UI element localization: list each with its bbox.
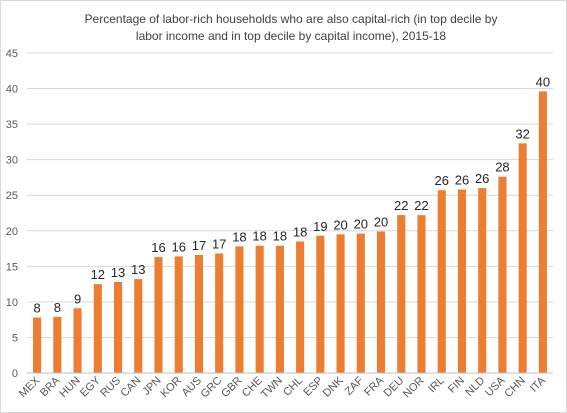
bar-gbr (235, 246, 244, 373)
data-label-egy: 12 (91, 267, 105, 282)
x-tick-label-deu: DEU (381, 375, 406, 400)
bar-jpn (154, 257, 163, 373)
data-label-kor: 16 (171, 239, 185, 254)
x-tick-label-rus: RUS (98, 375, 123, 400)
y-tick-label: 0 (12, 368, 18, 380)
y-tick-label: 10 (6, 297, 18, 309)
x-tick-label-hun: HUN (57, 375, 82, 400)
bar-fin (457, 189, 467, 373)
bar-zaf (356, 233, 365, 373)
data-label-dnk: 20 (333, 217, 347, 232)
data-label-deu: 22 (394, 198, 408, 213)
data-label-usa: 28 (495, 160, 509, 175)
data-label-esp: 19 (313, 219, 327, 234)
data-label-zaf: 20 (354, 217, 368, 232)
y-tick-label: 30 (6, 155, 18, 167)
bar-nor (417, 215, 426, 373)
bar-fra (376, 231, 386, 373)
y-tick-label: 20 (6, 226, 18, 238)
y-tick-label: 5 (12, 332, 18, 344)
data-label-hun: 9 (74, 291, 81, 306)
x-tick-label-nld: NLD (463, 375, 487, 399)
x-tick-label-irl: IRL (426, 375, 447, 396)
bar-rus (113, 281, 123, 373)
bars (33, 91, 547, 374)
bar-usa (498, 176, 507, 373)
bar-twn (275, 245, 284, 373)
data-label-rus: 13 (111, 265, 125, 280)
data-label-aus: 17 (192, 238, 206, 253)
data-label-fin: 26 (455, 173, 469, 188)
x-tick-label-fra: FRA (362, 374, 387, 399)
bar-esp (316, 235, 325, 373)
data-label-nor: 22 (414, 198, 428, 213)
data-label-twn: 18 (273, 229, 287, 244)
y-tick-label: 45 (6, 48, 18, 60)
y-tick-label: 25 (6, 190, 18, 202)
x-tick-label-zaf: ZAF (343, 374, 366, 397)
x-tick-label-nor: NOR (401, 375, 427, 401)
data-label-nld: 26 (475, 171, 489, 186)
y-tick-label: 35 (6, 119, 18, 131)
x-tick-label-gbr: GBR (219, 375, 244, 400)
x-tick-label-kor: KOR (159, 375, 184, 400)
x-tick-label-dnk: DNK (321, 374, 346, 399)
x-tick-label-bra: BRA (38, 374, 63, 399)
data-label-grc: 17 (212, 237, 226, 252)
gridlines (27, 52, 553, 338)
y-tick-label: 40 (6, 84, 18, 96)
x-tick-label-chl: CHL (281, 375, 305, 399)
data-label-gbr: 18 (232, 229, 246, 244)
bar-egy (93, 284, 102, 373)
x-axis-ticks: MEXBRAHUNEGYRUSCANJPNKORAUSGRCGBRCHETWNC… (17, 374, 549, 401)
bar-mex (33, 317, 42, 373)
data-label-irl: 26 (434, 173, 448, 188)
data-label-che: 18 (252, 229, 266, 244)
bar-dnk (336, 234, 345, 373)
x-tick-label-grc: GRC (199, 375, 225, 401)
bar-hun (73, 308, 82, 373)
y-tick-label: 15 (6, 261, 18, 273)
chart-title-line-1: Percentage of labor-rich households who … (84, 12, 498, 26)
x-tick-label-egy: EGY (78, 374, 103, 399)
data-label-bra: 8 (54, 300, 61, 315)
data-label-fra: 20 (374, 214, 388, 229)
x-tick-label-esp: ESP (301, 375, 325, 399)
data-label-chl: 18 (293, 224, 307, 239)
bar-kor (174, 256, 183, 373)
bar-deu (397, 215, 406, 373)
x-tick-label-chn: CHN (502, 375, 527, 400)
x-tick-label-fin: FIN (446, 375, 467, 396)
data-label-ita: 40 (536, 74, 550, 89)
y-axis-ticks: 0 5 10 15 20 25 30 35 40 45 (6, 48, 18, 380)
bar-irl (437, 190, 446, 373)
data-label-jpn: 16 (151, 240, 165, 255)
x-tick-label-twn: TWN (259, 375, 285, 401)
chart-title: Percentage of labor-rich households who … (41, 11, 541, 45)
data-label-can: 13 (131, 262, 145, 277)
x-tick-label-aus: AUS (180, 375, 204, 399)
x-tick-label-can: CAN (118, 375, 143, 400)
x-tick-label-ita: ITA (528, 374, 548, 394)
bar-chn (518, 143, 527, 373)
chart-title-line-2: labor income and in top decile by capita… (135, 29, 447, 43)
data-label-mex: 8 (33, 301, 40, 316)
bar-chl (296, 241, 305, 373)
bar-bra (53, 316, 62, 373)
bar-che (255, 245, 264, 373)
bar-can (134, 279, 143, 373)
bar-ita (538, 91, 547, 374)
bar-grc (215, 253, 224, 373)
bar-nld (478, 188, 487, 373)
data-label-chn: 32 (515, 126, 529, 141)
bar-aus (194, 254, 204, 373)
x-tick-label-usa: USA (483, 374, 508, 399)
x-tick-label-mex: MEX (17, 374, 43, 400)
